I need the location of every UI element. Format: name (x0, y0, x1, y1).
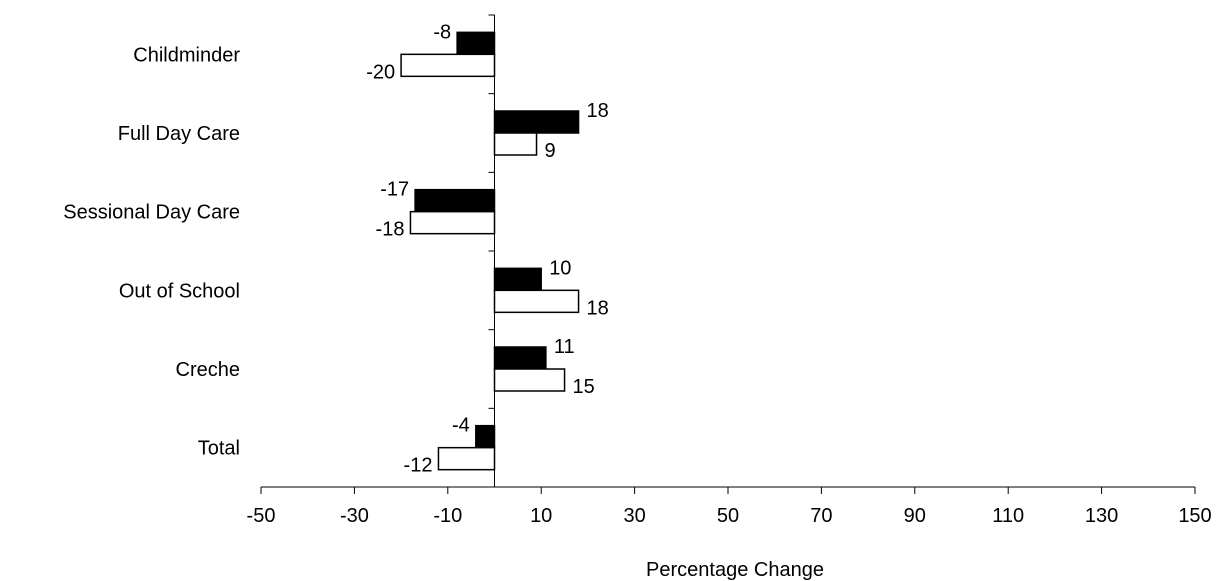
category-label: Total (198, 438, 240, 460)
x-tick-label: 70 (810, 505, 832, 527)
x-tick-label: 110 (992, 505, 1024, 527)
data-label: -20 (366, 61, 395, 83)
data-label: 15 (573, 376, 595, 398)
x-tick-label: 90 (904, 505, 926, 527)
bar-series-2 (493, 289, 580, 314)
x-tick-label: -30 (340, 505, 369, 527)
x-tick-label: 150 (1178, 505, 1211, 527)
category-label: Childminder (133, 44, 240, 66)
data-label: -17 (380, 179, 409, 201)
data-label: 18 (587, 100, 609, 122)
bar-series-1 (493, 346, 547, 370)
data-label: 11 (554, 336, 575, 358)
bar-series-1 (493, 110, 580, 134)
x-tick-label: 30 (623, 505, 645, 527)
bar-series-1 (414, 188, 496, 213)
bar-series-2 (409, 210, 496, 235)
plot-area: -50 -30 -10 10 30 50 70 90 110 130 150 Childminder -… (63, 14, 1212, 527)
bar-series-1 (475, 424, 496, 449)
data-label: 9 (545, 140, 556, 162)
bar-series-1 (493, 267, 542, 292)
category-label: Out of School (119, 280, 240, 302)
bar-series-2 (493, 368, 566, 392)
x-tick-label: 130 (1085, 505, 1118, 527)
bar-series-2 (493, 132, 538, 156)
bar-series-2 (400, 53, 496, 78)
data-label: -4 (452, 415, 470, 437)
category-label: Sessional Day Care (63, 202, 240, 224)
x-axis-title: Percentage Change (646, 559, 824, 581)
bar-series-1 (456, 31, 496, 56)
data-label: -8 (433, 21, 451, 43)
data-label: -18 (376, 219, 405, 241)
x-tick-label: 50 (717, 505, 739, 527)
category-label: Full Day Care (118, 123, 240, 145)
data-label: -12 (404, 455, 433, 477)
bar-series-2 (437, 446, 496, 471)
x-tick-label: -10 (433, 505, 462, 527)
category-label: Creche (176, 359, 240, 381)
data-label: 10 (549, 257, 571, 279)
x-tick-label: 10 (530, 505, 552, 527)
x-tick-label: -50 (247, 505, 276, 527)
data-label: 18 (587, 297, 609, 319)
